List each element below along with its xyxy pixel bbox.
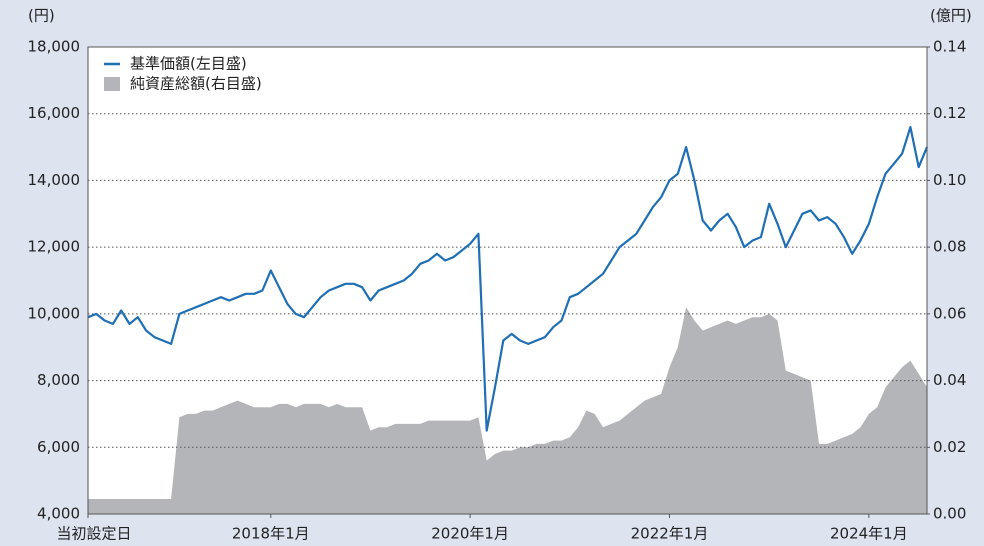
legend-label: 純資産総額(右目盛): [130, 75, 262, 93]
legend-label: 基準価額(左目盛): [130, 55, 247, 73]
y-tick-label: 8,000: [37, 371, 80, 389]
y-tick-label: 18,000: [28, 38, 81, 56]
x-tick-label: 2022年1月: [631, 525, 709, 543]
y2-tick-label: 0.00: [933, 505, 966, 523]
y2-tick-label: 0.10: [933, 171, 966, 189]
y2-tick-label: 0.06: [933, 304, 966, 322]
y-tick-label: 6,000: [37, 438, 80, 456]
x-tick-label: 2020年1月: [431, 525, 509, 543]
y-axis-label: (円): [28, 7, 55, 25]
y-tick-label: 10,000: [28, 304, 81, 322]
y2-tick-label: 0.02: [933, 438, 966, 456]
x-tick-label: 2024年1月: [830, 525, 908, 543]
line: [87, 126, 929, 432]
y2-tick-label: 0.14: [933, 38, 966, 56]
y2-axis-label: (億円): [930, 7, 972, 25]
y-tick-label: 4,000: [37, 505, 80, 523]
area: [88, 307, 927, 514]
legend-swatch: [104, 77, 120, 91]
y2-tick-label: 0.04: [933, 371, 966, 389]
y2-tick-label: 0.08: [933, 238, 966, 256]
y-tick-label: 14,000: [28, 171, 81, 189]
plot-border: [87, 46, 928, 515]
y2-tick-label: 0.12: [933, 104, 966, 122]
y-tick-label: 16,000: [28, 104, 81, 122]
x-tick-label: 当初設定日: [56, 525, 131, 543]
x-tick-label: 2018年1月: [232, 525, 310, 543]
y-tick-label: 12,000: [28, 238, 81, 256]
